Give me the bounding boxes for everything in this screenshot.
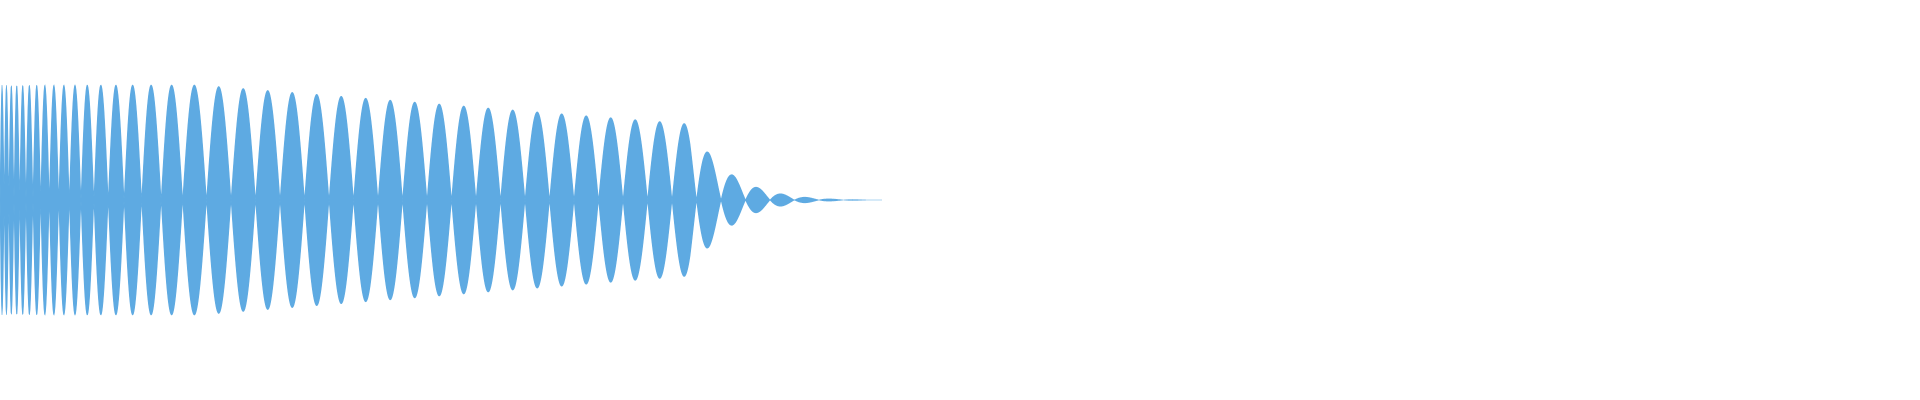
waveform: [0, 84, 882, 316]
